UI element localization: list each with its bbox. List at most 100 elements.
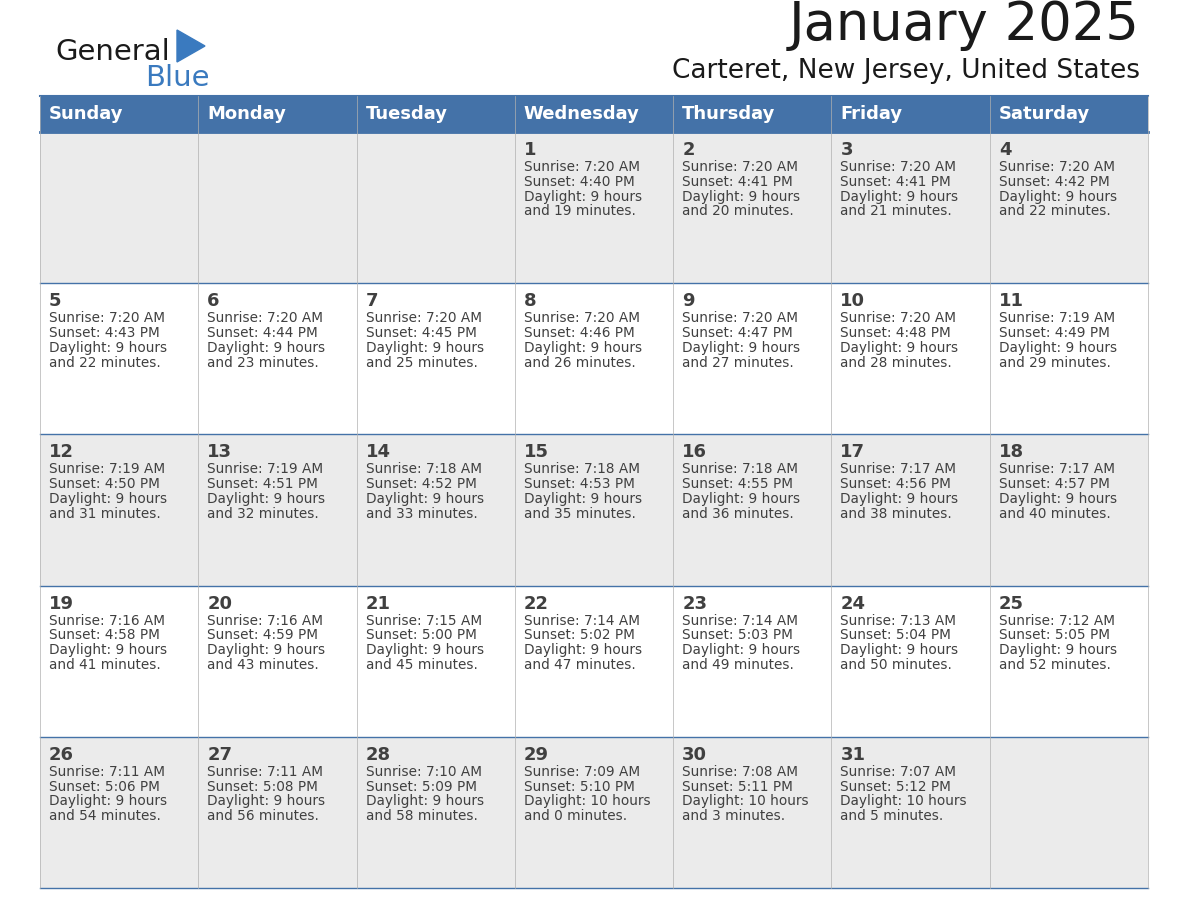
Text: Sunset: 4:55 PM: Sunset: 4:55 PM xyxy=(682,477,794,491)
Text: Daylight: 9 hours: Daylight: 9 hours xyxy=(366,794,484,809)
Text: and 32 minutes.: and 32 minutes. xyxy=(207,507,320,521)
Text: Daylight: 9 hours: Daylight: 9 hours xyxy=(840,644,959,657)
Text: 26: 26 xyxy=(49,745,74,764)
Text: Daylight: 9 hours: Daylight: 9 hours xyxy=(840,190,959,204)
Text: Sunset: 4:51 PM: Sunset: 4:51 PM xyxy=(207,477,318,491)
Bar xyxy=(674,96,832,132)
Text: and 33 minutes.: and 33 minutes. xyxy=(366,507,478,521)
Text: Sunday: Sunday xyxy=(49,105,124,123)
Text: Daylight: 9 hours: Daylight: 9 hours xyxy=(524,644,642,657)
Text: Sunrise: 7:08 AM: Sunrise: 7:08 AM xyxy=(682,765,798,778)
Text: and 22 minutes.: and 22 minutes. xyxy=(999,205,1111,218)
Text: Sunrise: 7:11 AM: Sunrise: 7:11 AM xyxy=(49,765,165,778)
Text: and 26 minutes.: and 26 minutes. xyxy=(524,355,636,370)
Text: Daylight: 9 hours: Daylight: 9 hours xyxy=(207,644,326,657)
Text: and 52 minutes.: and 52 minutes. xyxy=(999,658,1111,672)
Text: 10: 10 xyxy=(840,292,865,310)
Bar xyxy=(40,96,198,132)
Text: Sunset: 4:47 PM: Sunset: 4:47 PM xyxy=(682,326,792,340)
Text: and 54 minutes.: and 54 minutes. xyxy=(49,809,160,823)
Text: and 23 minutes.: and 23 minutes. xyxy=(207,355,320,370)
Text: Daylight: 9 hours: Daylight: 9 hours xyxy=(999,190,1117,204)
Text: and 20 minutes.: and 20 minutes. xyxy=(682,205,794,218)
Text: Daylight: 9 hours: Daylight: 9 hours xyxy=(999,492,1117,506)
Text: Sunset: 4:41 PM: Sunset: 4:41 PM xyxy=(840,174,952,189)
Text: Daylight: 9 hours: Daylight: 9 hours xyxy=(840,341,959,354)
Text: Daylight: 9 hours: Daylight: 9 hours xyxy=(682,644,801,657)
Text: Friday: Friday xyxy=(840,105,903,123)
Text: Sunrise: 7:17 AM: Sunrise: 7:17 AM xyxy=(999,463,1114,476)
Text: Daylight: 9 hours: Daylight: 9 hours xyxy=(682,190,801,204)
Text: Sunset: 4:44 PM: Sunset: 4:44 PM xyxy=(207,326,318,340)
Text: Sunset: 5:09 PM: Sunset: 5:09 PM xyxy=(366,779,476,793)
Text: Wednesday: Wednesday xyxy=(524,105,639,123)
Text: and 27 minutes.: and 27 minutes. xyxy=(682,355,794,370)
Text: Sunset: 4:52 PM: Sunset: 4:52 PM xyxy=(366,477,476,491)
Text: Daylight: 9 hours: Daylight: 9 hours xyxy=(207,492,326,506)
Text: Sunrise: 7:07 AM: Sunrise: 7:07 AM xyxy=(840,765,956,778)
Text: and 35 minutes.: and 35 minutes. xyxy=(524,507,636,521)
Text: Sunrise: 7:20 AM: Sunrise: 7:20 AM xyxy=(999,160,1114,174)
Text: Sunrise: 7:16 AM: Sunrise: 7:16 AM xyxy=(207,613,323,628)
Text: Sunrise: 7:19 AM: Sunrise: 7:19 AM xyxy=(999,311,1114,325)
Text: Sunrise: 7:15 AM: Sunrise: 7:15 AM xyxy=(366,613,481,628)
Text: Sunrise: 7:18 AM: Sunrise: 7:18 AM xyxy=(682,463,798,476)
Text: 25: 25 xyxy=(999,595,1024,612)
Text: and 0 minutes.: and 0 minutes. xyxy=(524,809,627,823)
Text: Sunset: 4:53 PM: Sunset: 4:53 PM xyxy=(524,477,634,491)
Text: Sunrise: 7:17 AM: Sunrise: 7:17 AM xyxy=(840,463,956,476)
Text: Sunset: 4:45 PM: Sunset: 4:45 PM xyxy=(366,326,476,340)
Text: Sunset: 4:48 PM: Sunset: 4:48 PM xyxy=(840,326,952,340)
Bar xyxy=(40,586,1148,737)
Text: and 36 minutes.: and 36 minutes. xyxy=(682,507,794,521)
Text: 28: 28 xyxy=(366,745,391,764)
Bar xyxy=(40,737,1148,888)
Text: Sunset: 5:06 PM: Sunset: 5:06 PM xyxy=(49,779,160,793)
Text: 23: 23 xyxy=(682,595,707,612)
Text: Sunset: 5:12 PM: Sunset: 5:12 PM xyxy=(840,779,952,793)
Text: 13: 13 xyxy=(207,443,233,462)
Text: and 40 minutes.: and 40 minutes. xyxy=(999,507,1111,521)
Text: Sunset: 4:43 PM: Sunset: 4:43 PM xyxy=(49,326,159,340)
Text: 6: 6 xyxy=(207,292,220,310)
Text: and 22 minutes.: and 22 minutes. xyxy=(49,355,160,370)
Text: Sunrise: 7:19 AM: Sunrise: 7:19 AM xyxy=(49,463,165,476)
Text: 14: 14 xyxy=(366,443,391,462)
Text: Sunset: 4:42 PM: Sunset: 4:42 PM xyxy=(999,174,1110,189)
Text: 16: 16 xyxy=(682,443,707,462)
Text: Sunrise: 7:11 AM: Sunrise: 7:11 AM xyxy=(207,765,323,778)
Text: Sunrise: 7:20 AM: Sunrise: 7:20 AM xyxy=(682,311,798,325)
Text: Daylight: 9 hours: Daylight: 9 hours xyxy=(840,492,959,506)
Text: 20: 20 xyxy=(207,595,233,612)
Text: Carteret, New Jersey, United States: Carteret, New Jersey, United States xyxy=(672,58,1140,84)
Text: and 5 minutes.: and 5 minutes. xyxy=(840,809,943,823)
Text: 2: 2 xyxy=(682,141,695,159)
Text: Sunset: 5:05 PM: Sunset: 5:05 PM xyxy=(999,629,1110,643)
Text: and 21 minutes.: and 21 minutes. xyxy=(840,205,952,218)
Text: Tuesday: Tuesday xyxy=(366,105,448,123)
Text: 1: 1 xyxy=(524,141,536,159)
Polygon shape xyxy=(177,30,206,62)
Text: 21: 21 xyxy=(366,595,391,612)
Text: Sunset: 5:11 PM: Sunset: 5:11 PM xyxy=(682,779,794,793)
Bar xyxy=(198,96,356,132)
Text: 15: 15 xyxy=(524,443,549,462)
Bar xyxy=(40,283,1148,434)
Text: 19: 19 xyxy=(49,595,74,612)
Text: Daylight: 9 hours: Daylight: 9 hours xyxy=(682,492,801,506)
Text: 29: 29 xyxy=(524,745,549,764)
Text: Daylight: 10 hours: Daylight: 10 hours xyxy=(840,794,967,809)
Text: Sunrise: 7:19 AM: Sunrise: 7:19 AM xyxy=(207,463,323,476)
Text: Sunset: 4:58 PM: Sunset: 4:58 PM xyxy=(49,629,160,643)
Text: Sunset: 5:03 PM: Sunset: 5:03 PM xyxy=(682,629,794,643)
Bar xyxy=(356,96,514,132)
Text: and 50 minutes.: and 50 minutes. xyxy=(840,658,953,672)
Text: 4: 4 xyxy=(999,141,1011,159)
Text: Daylight: 9 hours: Daylight: 9 hours xyxy=(207,794,326,809)
Text: Blue: Blue xyxy=(145,64,209,92)
Text: Daylight: 9 hours: Daylight: 9 hours xyxy=(524,492,642,506)
Text: Saturday: Saturday xyxy=(999,105,1089,123)
Text: and 43 minutes.: and 43 minutes. xyxy=(207,658,320,672)
Text: and 29 minutes.: and 29 minutes. xyxy=(999,355,1111,370)
Text: Daylight: 9 hours: Daylight: 9 hours xyxy=(682,341,801,354)
